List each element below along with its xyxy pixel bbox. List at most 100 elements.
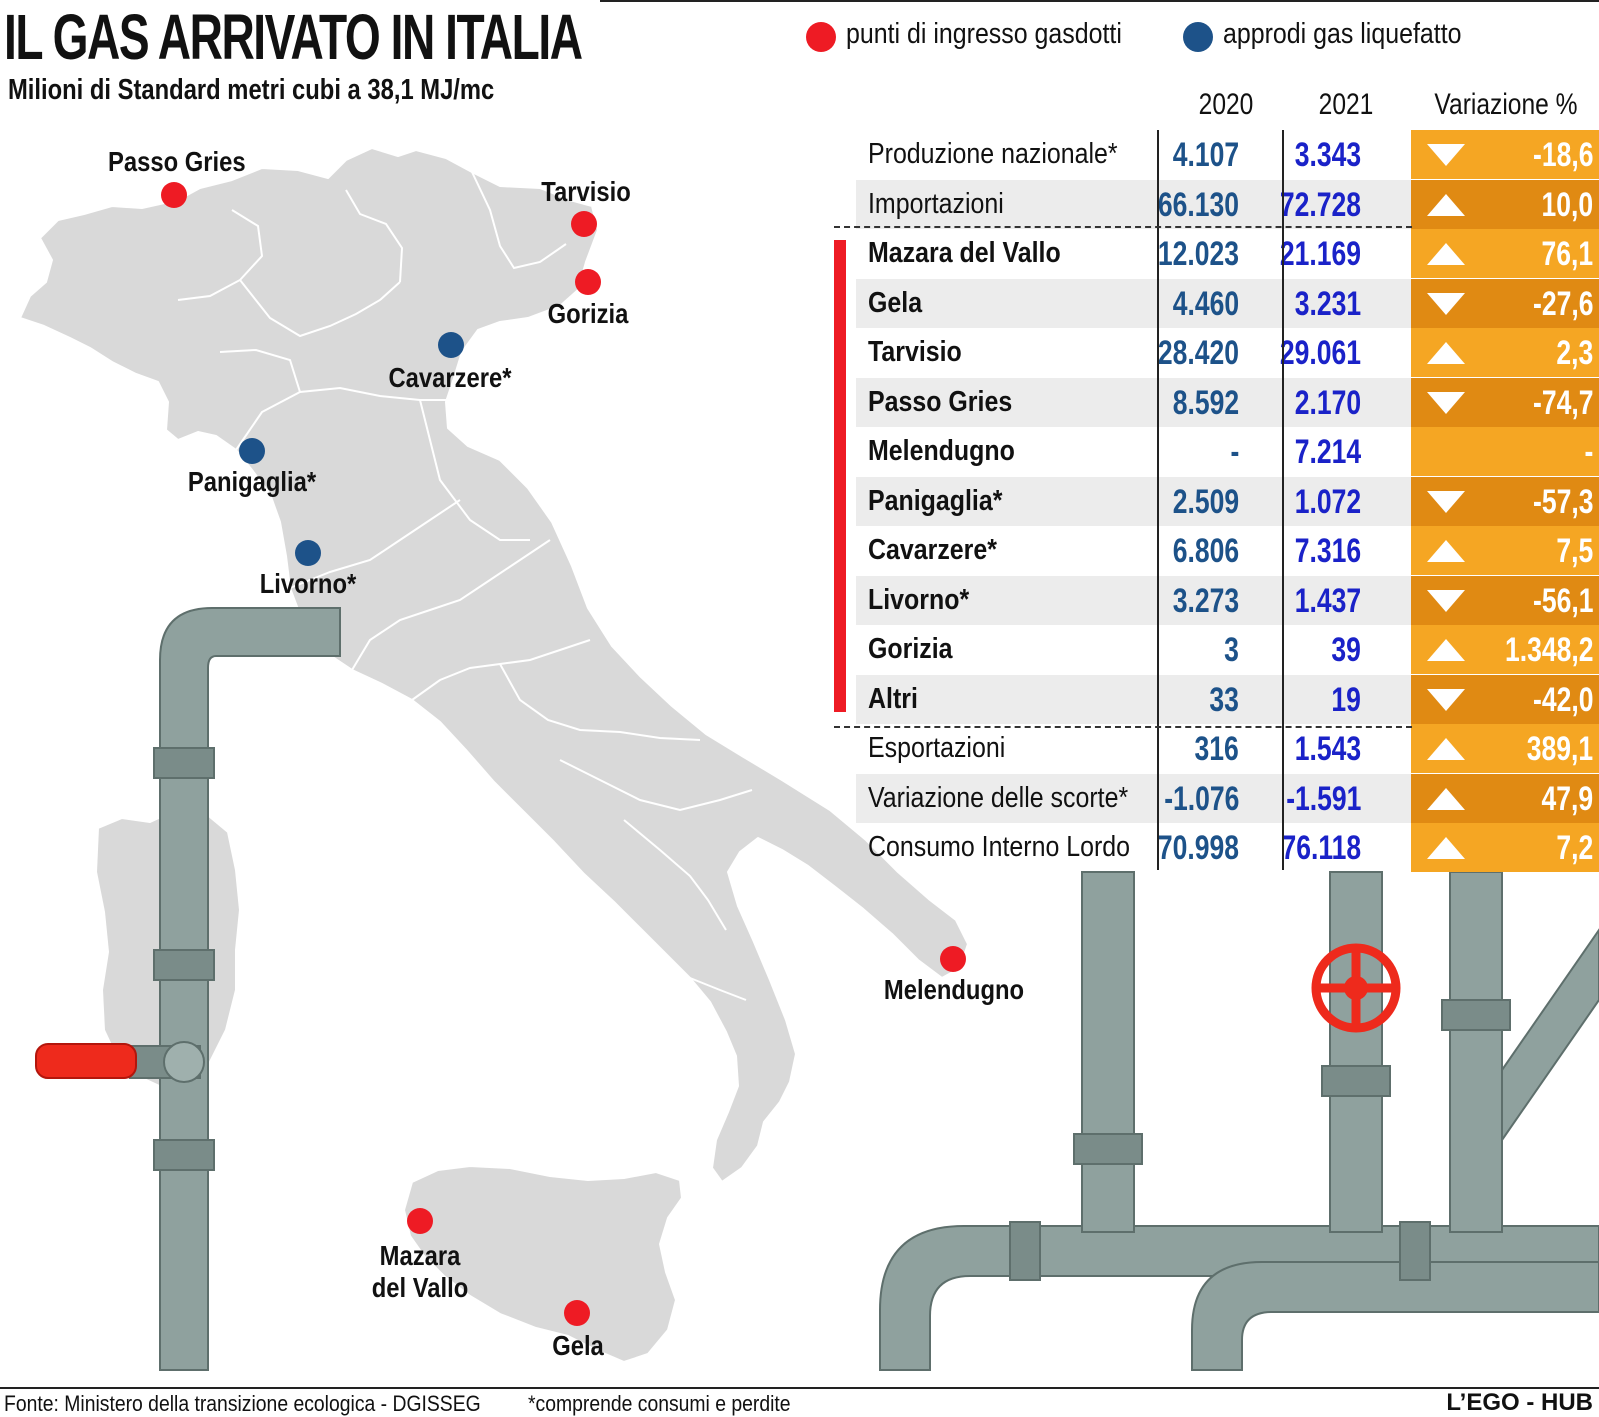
value-2021: 72.728: [1279, 185, 1361, 224]
triangle-up-icon: [1427, 540, 1465, 562]
change-cell: -56,1: [1411, 575, 1599, 625]
value-2020: 316: [1194, 730, 1239, 768]
value-2021: 76.118: [1281, 829, 1361, 867]
triangle-up-icon: [1427, 342, 1465, 364]
row-label: Tarvisio: [868, 336, 962, 368]
row-label: Mazara del Vallo: [868, 237, 1061, 269]
change-value: 1.348,2: [1504, 631, 1593, 669]
table-divider-2: [1282, 130, 1284, 870]
sicily: [403, 1165, 683, 1363]
change-cell: -27,6: [1411, 278, 1599, 328]
table-row: Livorno* 3.273 1.437 -56,1: [856, 575, 1599, 625]
value-2020: -: [1230, 433, 1239, 471]
triangle-down-icon: [1427, 144, 1465, 166]
change-cell: -57,3: [1411, 476, 1599, 526]
table-row: Gorizia 3 39 1.348,2: [856, 625, 1599, 674]
footer-note: *comprende consumi e perdite: [528, 1391, 791, 1416]
triangle-up-icon: [1427, 193, 1465, 216]
pipes-right: [879, 871, 1599, 1371]
value-2021: 2.170: [1294, 383, 1361, 422]
triangle-down-icon: [1427, 589, 1465, 612]
table-row: Mazara del Vallo 12.023 21.169 76,1: [856, 229, 1599, 278]
change-cell: 10,0: [1411, 179, 1599, 229]
footer-source: Fonte: Ministero della transizione ecolo…: [4, 1391, 481, 1416]
value-2020: 4.107: [1172, 136, 1239, 174]
change-cell: 47,9: [1411, 773, 1599, 823]
value-2021: 7.316: [1294, 532, 1361, 570]
value-2021: 3.231: [1294, 284, 1361, 323]
triangle-up-icon: [1427, 738, 1465, 760]
legend-pipeline-dot: [806, 22, 836, 52]
entry-points-bracket: [834, 240, 846, 712]
change-cell: -42,0: [1411, 674, 1599, 724]
change-value: 76,1: [1541, 235, 1593, 273]
table-row: Passo Gries 8.592 2.170 -74,7: [856, 377, 1599, 427]
value-2020: 12.023: [1157, 235, 1239, 273]
label-gorizia: Gorizia: [547, 298, 629, 329]
label-tarvisio: Tarvisio: [541, 176, 631, 207]
change-value: 2,3: [1556, 334, 1593, 372]
col-head-change: Variazione %: [1434, 88, 1578, 121]
value-2020: 4.460: [1172, 284, 1239, 323]
row-label: Livorno*: [868, 583, 970, 616]
table-row: Esportazioni 316 1.543 389,1: [856, 724, 1599, 773]
row-label: Produzione nazionale*: [868, 138, 1118, 170]
value-2021: 1.072: [1294, 482, 1361, 521]
table-row: Melendugno - 7.214 -: [856, 427, 1599, 476]
row-label: Melendugno: [868, 435, 1015, 467]
row-label: Importazioni: [868, 187, 1004, 220]
value-2020: 2.509: [1172, 482, 1239, 521]
value-2021: 21.169: [1279, 235, 1361, 273]
value-2020: 66.130: [1157, 185, 1239, 224]
change-cell: -18,6: [1411, 130, 1599, 179]
row-label: Gela: [868, 286, 923, 319]
value-2021: 39: [1331, 631, 1361, 669]
table-separator-1: [834, 226, 1412, 228]
dot-cavarzere: [438, 332, 464, 358]
value-2021: 1.437: [1294, 581, 1361, 620]
legend-pipeline-label: punti di ingresso gasdotti: [846, 18, 1122, 50]
triangle-down-icon: [1427, 391, 1465, 414]
dot-melendugno: [940, 946, 966, 972]
dot-gorizia: [575, 269, 601, 295]
value-2020: 70.998: [1157, 829, 1239, 867]
page-subtitle: Milioni di Standard metri cubi a 38,1 MJ…: [8, 74, 495, 106]
change-value: 7,5: [1556, 532, 1593, 570]
value-2020: 3: [1224, 631, 1239, 669]
value-2020: 28.420: [1157, 334, 1239, 372]
label-mazara: Mazara del Vallo: [371, 1240, 469, 1303]
dot-mazara: [407, 1208, 433, 1234]
triangle-up-icon: [1427, 837, 1465, 859]
footer-rule: [0, 1387, 1599, 1389]
row-label: Cavarzere*: [868, 534, 997, 566]
value-2020: 8.592: [1172, 383, 1239, 422]
change-value: -74,7: [1532, 383, 1593, 422]
value-2021: 7.214: [1294, 433, 1361, 471]
pipes-left: [129, 607, 341, 1371]
change-cell: 389,1: [1411, 724, 1599, 773]
row-label: Esportazioni: [868, 732, 1006, 764]
dot-livorno: [295, 540, 321, 566]
triangle-up-icon: [1427, 243, 1465, 265]
change-value: -: [1584, 433, 1593, 471]
label-livorno: Livorno*: [259, 568, 357, 599]
change-value: -27,6: [1532, 284, 1593, 323]
change-cell: 2,3: [1411, 328, 1599, 377]
label-melendugno: Melendugno: [883, 974, 1025, 1005]
change-value: 10,0: [1541, 185, 1593, 224]
label-cavarzere: Cavarzere*: [388, 362, 512, 393]
value-2020: 3.273: [1172, 581, 1239, 620]
triangle-up-icon: [1427, 787, 1465, 810]
table-row: Altri 33 19 -42,0: [856, 674, 1599, 724]
value-2021: 29.061: [1279, 334, 1361, 372]
row-label: Variazione delle scorte*: [868, 781, 1129, 814]
change-value: -56,1: [1532, 581, 1593, 620]
col-head-2020: 2020: [1198, 88, 1254, 121]
row-label: Passo Gries: [868, 385, 1013, 418]
change-value: -42,0: [1532, 680, 1593, 719]
value-2020: -1.076: [1163, 779, 1239, 818]
change-value: 7,2: [1556, 829, 1593, 867]
valve-handle-left: [35, 1043, 137, 1079]
label-panigaglia: Panigaglia*: [187, 466, 317, 497]
